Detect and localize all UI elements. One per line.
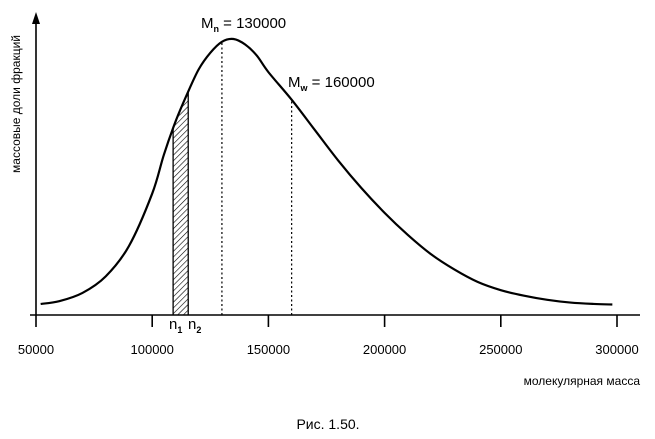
x-tick-label: 150000	[247, 342, 290, 357]
x-tick-label: 50000	[18, 342, 54, 357]
x-tick-label: 100000	[131, 342, 174, 357]
band-label-n1: n1	[169, 316, 182, 335]
figure-caption: Рис. 1.50.	[296, 416, 359, 432]
y-axis-arrow	[32, 12, 40, 24]
x-tick-label: 250000	[479, 342, 522, 357]
hatched-band	[173, 38, 189, 315]
x-tick-label: 300000	[595, 342, 638, 357]
x-tick-label: 200000	[363, 342, 406, 357]
distribution-curve	[40, 37, 613, 306]
x-axis-title: молекулярная масса	[524, 374, 641, 388]
mw-label: Mw = 160000	[288, 74, 375, 93]
y-axis-title: массовые доли фракций	[9, 35, 23, 173]
band-label-n2: n2	[188, 316, 201, 335]
mn-label: Mn = 130000	[201, 15, 286, 34]
